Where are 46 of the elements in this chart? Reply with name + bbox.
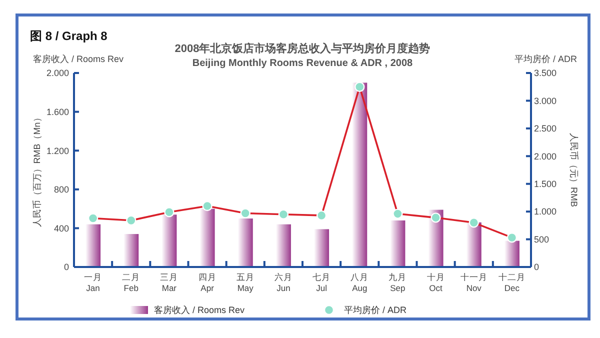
bar: [314, 229, 330, 267]
text: 平均房价 / ADR: [514, 54, 578, 64]
y-tick-label: 1.200: [46, 146, 69, 156]
bar: [276, 224, 291, 267]
bar: [86, 224, 101, 267]
x-tick-label: 九月 Sep: [388, 272, 407, 293]
x-tick-label: 六月 Jun: [274, 272, 292, 293]
x-tick-label: 五月 May: [236, 272, 254, 293]
x-tick-label: 十一月 Nov: [460, 272, 488, 293]
y2-tick-label: 1.500: [534, 179, 557, 190]
chart-title: 2008年北京饭店市场客房总收入与平均房价月度趋势: [174, 42, 430, 55]
y2-tick-label: 2.000: [534, 151, 557, 162]
caption: 图 8 / Graph 8: [30, 29, 108, 43]
text: 客房收入 / Rooms Rev: [33, 54, 124, 64]
bar: [200, 208, 215, 267]
y-tick-label: 0: [64, 262, 69, 272]
x-tick-label: 十二月 Dec: [498, 272, 526, 293]
x-tick-label: 四月 Apr: [198, 272, 216, 293]
x-tick-label: 二月 Feb: [122, 272, 140, 293]
y2-tick-label: 500: [534, 234, 550, 244]
y2-tick-label: 3.000: [534, 96, 557, 106]
y-tick-label: 400: [54, 223, 69, 234]
bar: [162, 214, 177, 267]
y2-tick-label: 1.000: [534, 206, 557, 217]
y-axis-title: 人民币（百万）RMB（Mn）: [32, 113, 42, 227]
y2-tick-label: 2.500: [534, 124, 557, 134]
x-tick-label: 十月 Oct: [426, 272, 445, 293]
bar: [352, 82, 368, 267]
chart-subtitle: Beijing Monthly Rooms Revenue & ADR , 2008: [192, 58, 414, 69]
y-tick-label: 1.600: [46, 106, 69, 117]
y-tick-label: 800: [54, 184, 69, 195]
x-tick-label: 七月 Jul: [312, 272, 331, 293]
bar: [504, 240, 520, 267]
legend-label: 平均房价 / ADR: [344, 305, 408, 316]
bar: [390, 220, 406, 267]
bar: [466, 222, 482, 267]
bar: [124, 234, 139, 267]
y-tick-label: 2.000: [46, 68, 69, 78]
y2-axis-title: 人民币（元）RMB: [569, 133, 579, 207]
y2-tick-label: 0: [534, 262, 540, 272]
x-tick-label: 三月 Mar: [160, 272, 178, 293]
legend-label: 客房收入 / Rooms Rev: [154, 305, 246, 316]
x-tick-label: 八月 Aug: [350, 272, 369, 293]
y2-tick-label: 3.500: [534, 68, 557, 78]
bar: [238, 218, 253, 267]
x-tick-label: 一月 Jan: [84, 272, 102, 293]
